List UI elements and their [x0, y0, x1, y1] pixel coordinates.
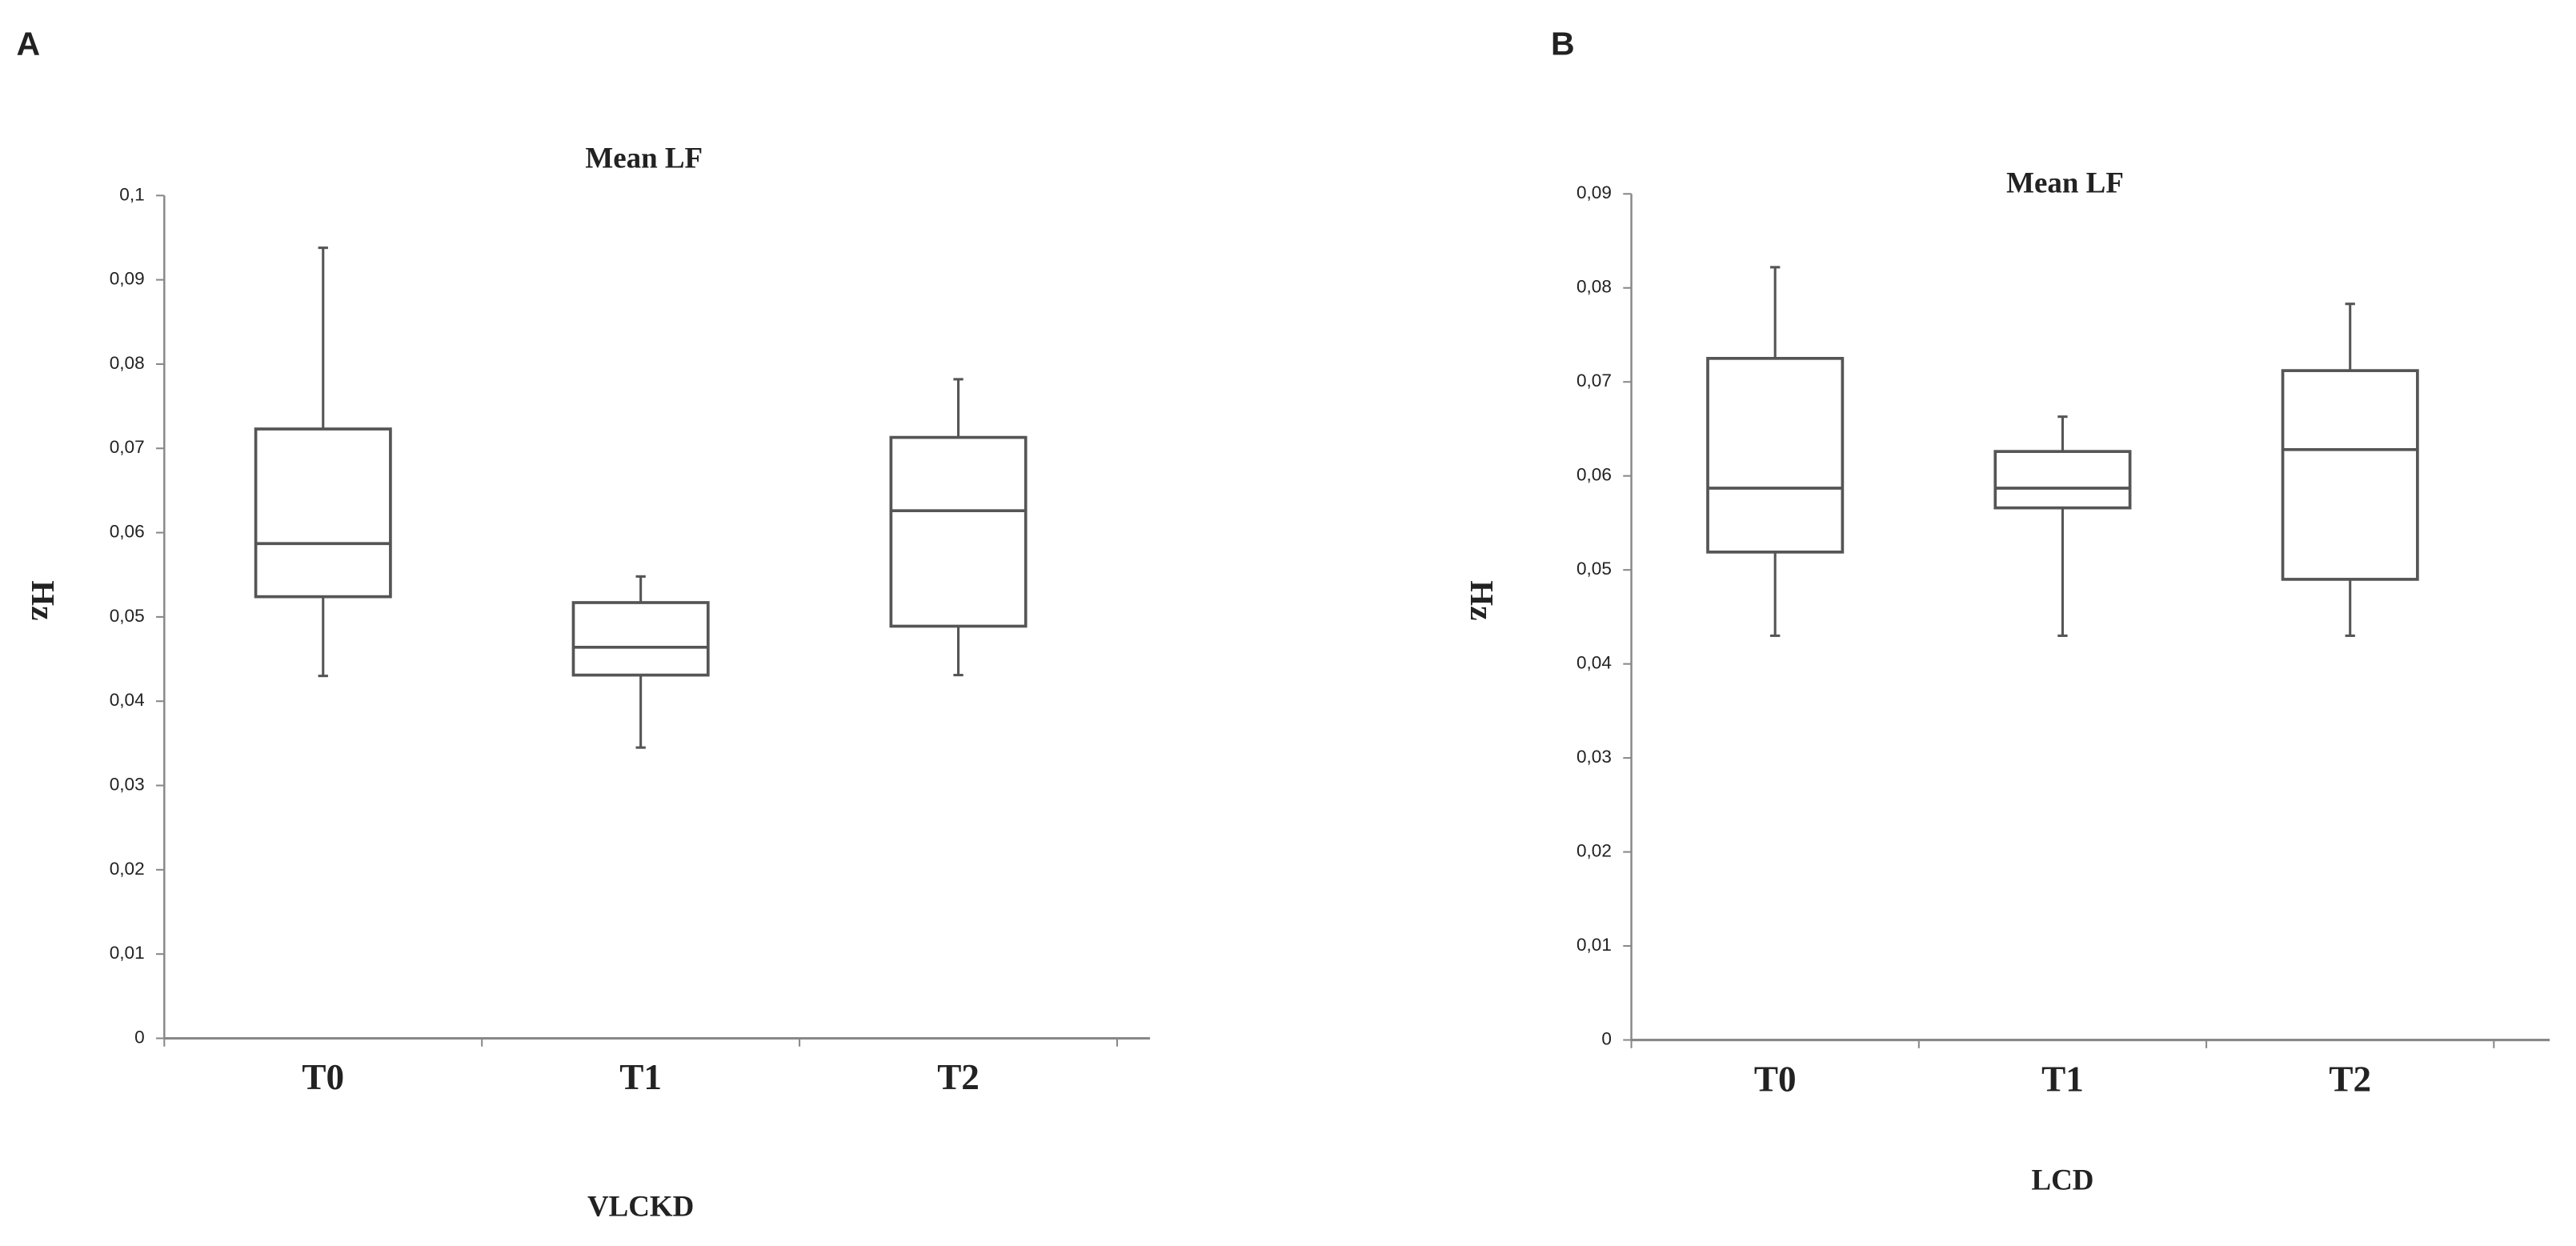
x-axis-label: LCD: [2031, 1164, 2093, 1196]
y-tick-label: 0,09: [1576, 182, 1612, 202]
x-tick-label: T0: [1754, 1059, 1797, 1099]
y-tick-label: 0,09: [110, 269, 145, 289]
y-tick-label: 0: [134, 1027, 145, 1047]
y-axis-label: Hz: [1464, 580, 1500, 620]
chart-title: Mean LF: [585, 142, 703, 174]
x-tick-label: T2: [937, 1057, 980, 1097]
x-tick-label: T1: [2041, 1059, 2084, 1099]
y-tick-label: 0,02: [110, 859, 145, 879]
y-tick-label: 0,08: [1576, 277, 1612, 297]
x-tick-label: T1: [619, 1057, 662, 1097]
y-axis-label: Hz: [25, 580, 62, 620]
y-tick-label: 0,06: [110, 522, 145, 542]
chart-title: Mean LF: [2006, 166, 2124, 198]
box: [1706, 357, 1845, 554]
x-tick-label: T2: [2329, 1059, 2371, 1099]
x-tick-label: T0: [302, 1057, 344, 1097]
y-tick-label: 0,03: [1576, 747, 1612, 767]
y-tick-label: 0,01: [110, 943, 145, 963]
box: [254, 427, 392, 599]
box: [889, 435, 1028, 628]
x-axis-label: VLCKD: [587, 1189, 694, 1222]
y-tick-label: 0,02: [1576, 841, 1612, 861]
y-tick-label: 0,06: [1576, 465, 1612, 485]
y-tick-label: 0,08: [110, 353, 145, 373]
y-tick-label: 0,05: [1576, 559, 1612, 579]
box: [1993, 450, 2132, 510]
y-tick-label: 0,1: [119, 184, 144, 204]
y-tick-label: 0: [1601, 1029, 1612, 1049]
box: [571, 601, 710, 677]
panel-label: A: [17, 25, 41, 62]
y-tick-label: 0,07: [110, 437, 145, 457]
box: [2281, 369, 2419, 581]
y-tick-label: 0,04: [110, 690, 145, 710]
panel-label: B: [1551, 25, 1575, 62]
y-tick-label: 0,01: [1576, 935, 1612, 955]
y-tick-label: 0,03: [110, 775, 145, 795]
y-tick-label: 0,05: [110, 606, 145, 626]
y-tick-label: 0,04: [1576, 653, 1612, 673]
y-tick-label: 0,07: [1576, 371, 1612, 391]
